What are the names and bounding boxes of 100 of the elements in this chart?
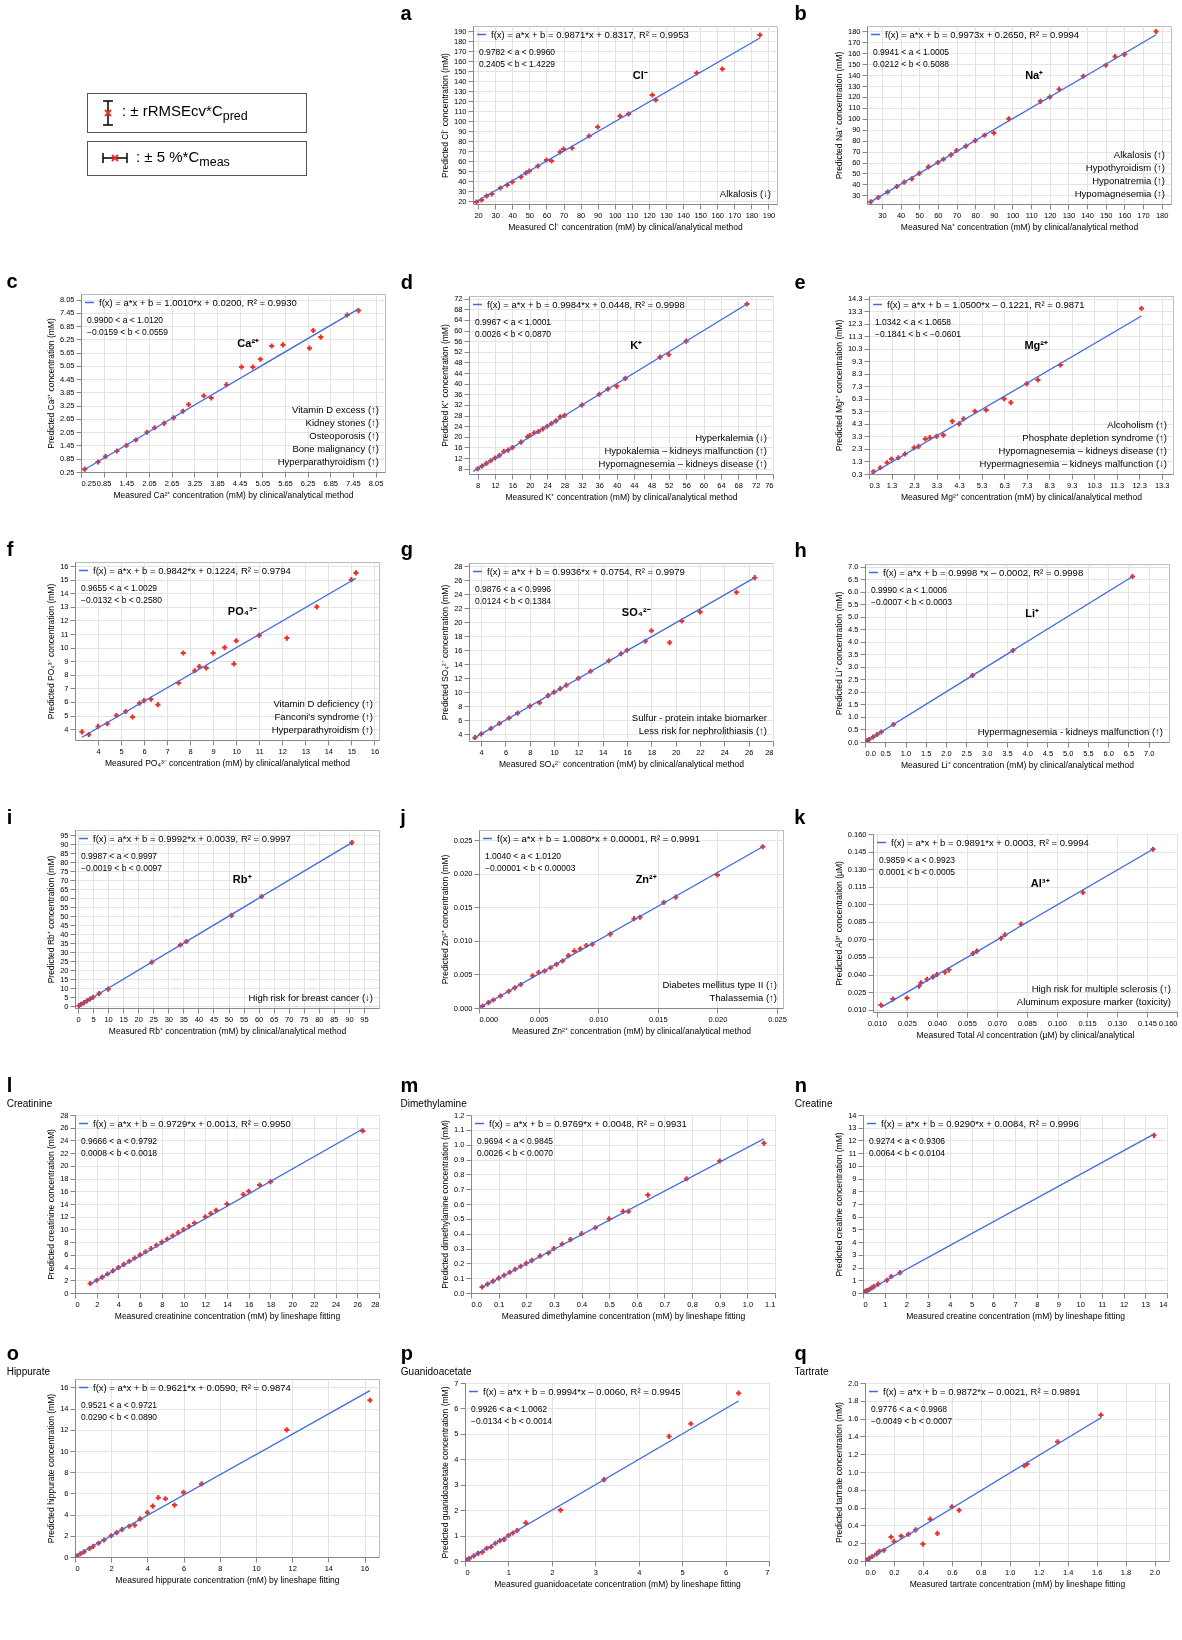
- annotation: Hypomagnesemia – kidneys disease (↑): [598, 458, 767, 469]
- x-axis-title: Measured guanidoacetate concentration (mM) by lineshape fitting: [494, 1579, 742, 1589]
- annotation: 0.0008 < b < 0.0018: [81, 1148, 158, 1158]
- y-axis-title: Predicted Cl⁻ concentration (mM): [439, 52, 450, 178]
- annotation: Rb⁺: [232, 873, 252, 885]
- legend-label: f(x) = a*x + b = 0.9973x + 0.2650, R² = 0.9994: [885, 28, 1080, 40]
- x-axis-title: Measured dimethylamine concentration (mM) by lineshape fitting: [501, 1311, 746, 1321]
- chart-title: g: [400, 538, 413, 561]
- annotation: 0.0212 < b < 0.5088: [873, 59, 950, 69]
- chart-title: e: [794, 270, 806, 293]
- annotation: −0.0019 < b < 0.0097: [81, 863, 163, 873]
- annotation: Alkalosis (↑): [1113, 149, 1165, 160]
- chart-title: l: [6, 1074, 13, 1096]
- annotation: Hypokalemia – kidneys malfunction (↑): [604, 445, 767, 456]
- x-axis-title: Measured tartrate concentration (mM) by lineshape fitting: [909, 1579, 1126, 1589]
- annotation: Zn²⁺: [635, 873, 657, 885]
- legend-label: f(x) = a*x + b = 0.9842*x + 0.1224, R² = 0.9794: [93, 564, 291, 576]
- annotation: 0.0124 < b < 0.1384: [475, 596, 552, 606]
- x-axis-title: Measured hippurate concentration (mM) by lineshape fitting: [115, 1575, 340, 1585]
- annotation: PO₄³⁻: [227, 605, 257, 617]
- annotation: 0.9987 < a < 0.9997: [81, 851, 158, 861]
- y-axis-title: Predicted creatine concentration (mM): [834, 1132, 845, 1277]
- annotation: −0.1841 < b < −0.0601: [875, 329, 962, 339]
- chart-subtitle: Dimethylamine: [400, 1098, 468, 1109]
- y-axis-title: Predicted hippurate concentration (mM): [46, 1393, 57, 1544]
- chart-title: i: [6, 806, 13, 828]
- y-axis-title: Predicted creatinine concentration (mM): [46, 1128, 57, 1280]
- annotation: 1.0342 < a < 1.0658: [875, 317, 952, 327]
- annotation: Less risk for nephrolithiasis (↑): [638, 725, 767, 736]
- annotation: Al³⁺: [1030, 877, 1050, 889]
- legend-label: f(x) = a*x + b = 0.9936*x + 0.0754, R² = 0.9979: [487, 565, 685, 577]
- annotation: 0.9900 < a < 1.0120: [87, 315, 164, 325]
- chart-title: j: [399, 806, 406, 828]
- legend-label: f(x) = a*x + b = 0.9769*x + 0.0048, R² = 0.9931: [489, 1117, 687, 1129]
- annotation: Hypermagnesemia – kidneys malfunction (↓): [979, 458, 1167, 469]
- chart-subtitle: Tartrate: [794, 1366, 829, 1377]
- annotation: Hyponatremia (↑): [1092, 175, 1165, 186]
- annotation: Vitamin D excess (↑): [292, 404, 379, 415]
- annotation: 0.9967 < a < 1.0001: [475, 317, 552, 327]
- annotation: 0.9926 < a < 1.0062: [471, 1404, 548, 1414]
- annotation: Alcoholism (↑): [1107, 419, 1167, 430]
- chart-title: n: [794, 1074, 807, 1096]
- annotation: K⁺: [630, 339, 643, 351]
- annotation: 0.9666 < a < 0.9792: [81, 1136, 158, 1146]
- annotation: 0.9655 < a < 1.0029: [81, 583, 158, 593]
- annotation: 0.9876 < a < 0.9996: [475, 584, 552, 594]
- annotation: 0.0290 < b < 0.0890: [81, 1412, 158, 1422]
- annotation: Kidney stones (↑): [305, 417, 379, 428]
- legend-label: f(x) = a*x + b = 0.9992*x + 0.0039, R² = 0.9997: [93, 832, 291, 844]
- annotation: Hypothyroidism (↑): [1085, 162, 1165, 173]
- chart-subtitle: Guanidoacetate: [400, 1366, 472, 1377]
- y-axis-title: Predicted PO₄³⁻ concentration (mM): [46, 583, 57, 720]
- y-axis-title: Predicted K⁺ concentration (mM): [440, 324, 451, 447]
- y-axis-title: Predicted Al³⁺ concentration (µM): [833, 861, 844, 986]
- x-axis-title: Measured Cl⁻ concentration (mM) by clinical/analytical method: [508, 222, 744, 232]
- legend-label: f(x) = a*x + b = 0.9998 *x – 0.0002, R² = 0.9998: [883, 566, 1084, 578]
- y-axis-title: Predicted Na⁺ concentration (mM): [833, 51, 844, 180]
- annotation: Hypomagnesemia – kidneys disease (↑): [998, 445, 1167, 456]
- annotation: SO₄²⁻: [621, 606, 651, 618]
- chart-title: d: [400, 270, 413, 293]
- annotation: 0.0064 < b < 0.0104: [869, 1148, 946, 1158]
- annotation: Bone malignancy (↑): [292, 443, 379, 454]
- annotation: 0.9776 < a < 0.9968: [871, 1404, 948, 1414]
- x-axis-title: Measured SO₄²⁻ concentration (mM) by clinical/analytical method: [498, 759, 745, 769]
- annotation: Diabetes mellitus type II (↑): [662, 979, 777, 990]
- annotation: 0.9782 < a < 0.9960: [479, 47, 556, 57]
- chart-title: q: [794, 1342, 807, 1364]
- legend-label: f(x) = a*x + b = 0.9872*x – 0.0021, R² = 0.9891: [883, 1385, 1081, 1397]
- legend-label: f(x) = a*x + b = 0.9290*x + 0.0084, R² = 0.9996: [881, 1117, 1079, 1129]
- annotation: −0.0159 < b < 0.0559: [87, 327, 169, 337]
- annotation: 0.9941 < a < 1.0005: [873, 47, 950, 57]
- legend-label: f(x) = a*x + b = 0.9994*x – 0.0060, R² = 0.9945: [483, 1385, 681, 1397]
- chart-subtitle: Hippurate: [6, 1366, 51, 1377]
- annotation: High risk for breast cancer (↓): [248, 992, 373, 1003]
- chart-subtitle: Creatinine: [6, 1098, 53, 1109]
- x-axis-title: Measured creatine concentration (mM) by lineshape fitting: [906, 1311, 1126, 1321]
- y-axis-title: Predicted guanidoacetate concentration (mM): [440, 1386, 451, 1559]
- annotation: Mg²⁺: [1024, 339, 1048, 351]
- annotation: −0.0049 < b < 0.0007: [871, 1416, 953, 1426]
- annotation: 0.9274 < a < 0.9306: [869, 1136, 946, 1146]
- chart-title: f: [6, 538, 14, 560]
- text: : ± 5 %*C$_{meas}$: [136, 147, 230, 169]
- annotation: Hyperparathyroidism (↑): [277, 456, 379, 467]
- annotation: Osteoporosis (↑): [309, 430, 379, 441]
- y-axis-title: Predicted tartrate concentration (mM): [834, 1401, 845, 1543]
- annotation: −0.0132 < b < 0.2580: [81, 595, 163, 605]
- x-axis-title: Measured K⁺ concentration (mM) by clinical/analytical method: [505, 492, 738, 502]
- legend-label: f(x) = a*x + b = 1.0500*x – 0.1221, R² = 0.9871: [887, 298, 1085, 310]
- annotation: 0.9990 < a < 1.0006: [871, 585, 948, 595]
- annotation: 0.0001 < b < 0.0005: [879, 867, 956, 877]
- annotation: Sulfur - protein intake biomarker: [631, 712, 767, 723]
- annotation: Fanconi's syndrome (↑): [274, 711, 373, 722]
- annotation: Phosphate depletion syndrome (↑): [1022, 432, 1167, 443]
- annotation: 0.9859 < a < 0.9923: [879, 855, 956, 865]
- annotation: −0.0007 < b < 0.0003: [871, 597, 953, 607]
- chart-title: h: [794, 538, 807, 561]
- legend-label: f(x) = a*x + b = 1.0010*x + 0.0200, R² = 0.9930: [99, 296, 297, 308]
- annotation: Na⁺: [1025, 69, 1044, 81]
- annotation: 0.0026 < b < 0.0870: [475, 329, 552, 339]
- x-axis-title: Measured Zn²⁺ concentration (mM) by clinical/analytical method: [511, 1026, 752, 1036]
